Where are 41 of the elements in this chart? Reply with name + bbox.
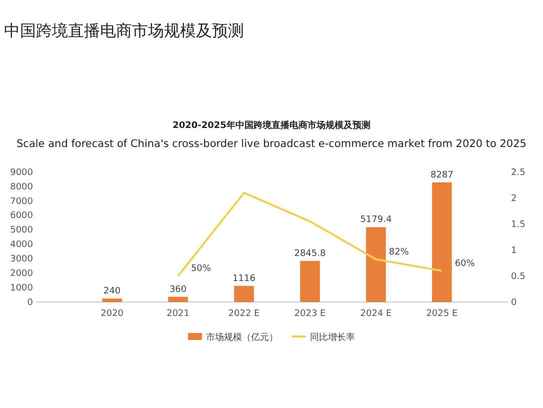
data-label: 60%: [454, 258, 476, 269]
y2-tick-label: 1.5: [511, 220, 526, 230]
bar: [432, 182, 452, 302]
bar: [366, 227, 386, 302]
y2-tick-label: 0: [511, 298, 517, 308]
y-tick-label: 7000: [10, 196, 34, 207]
bar: [168, 296, 188, 302]
y-tick-label: 2000: [10, 268, 34, 279]
legend-label: 市场规模（亿元）: [206, 332, 278, 343]
y-tick-label: 6000: [10, 211, 34, 222]
bar: [300, 260, 320, 302]
data-label: 5179.4: [360, 215, 392, 226]
x-tick-label: 2025 E: [426, 308, 458, 319]
x-tick-label: 2020: [100, 308, 124, 319]
x-tick-label: 2021: [166, 308, 190, 319]
y-tick-label: 3000: [10, 254, 34, 265]
y2-tick-label: 2.5: [511, 168, 526, 178]
x-tick-label: 2023 E: [294, 308, 326, 319]
y-tick-label: 5000: [10, 226, 34, 236]
y-tick-label: 4000: [10, 240, 34, 250]
data-label: 240: [103, 286, 121, 297]
y2-tick-label: 2: [511, 194, 517, 204]
y-tick-label: 8000: [10, 182, 34, 192]
data-label: 50%: [190, 264, 212, 274]
legend-label: 同比增长率: [310, 332, 355, 343]
bar: [102, 298, 122, 302]
y-tick-label: 9000: [10, 168, 34, 178]
chart-title: 中国跨境直播电商市场规模及预测: [4, 21, 244, 40]
y2-tick-label: 1: [511, 246, 517, 256]
data-label: 1116: [232, 274, 256, 284]
data-label: 8287: [430, 170, 454, 180]
y-tick-label: 0: [27, 298, 34, 308]
data-label: 2845.8: [294, 248, 326, 259]
data-label: 82%: [388, 247, 410, 258]
y-tick-label: 1000: [10, 283, 34, 294]
data-label: 360: [169, 284, 187, 295]
bar: [234, 286, 254, 302]
y2-tick-label: 0.5: [511, 272, 526, 282]
x-tick-label: 2024 E: [360, 308, 392, 319]
chart-subtitle: 2020-2025年中国跨境直播电商市场规模及预测 Scale and forecast of China's cross-border live broadcast e-commerce market from 2020 to 2025: [16, 120, 526, 150]
x-tick-label: 2022 E: [228, 308, 260, 319]
